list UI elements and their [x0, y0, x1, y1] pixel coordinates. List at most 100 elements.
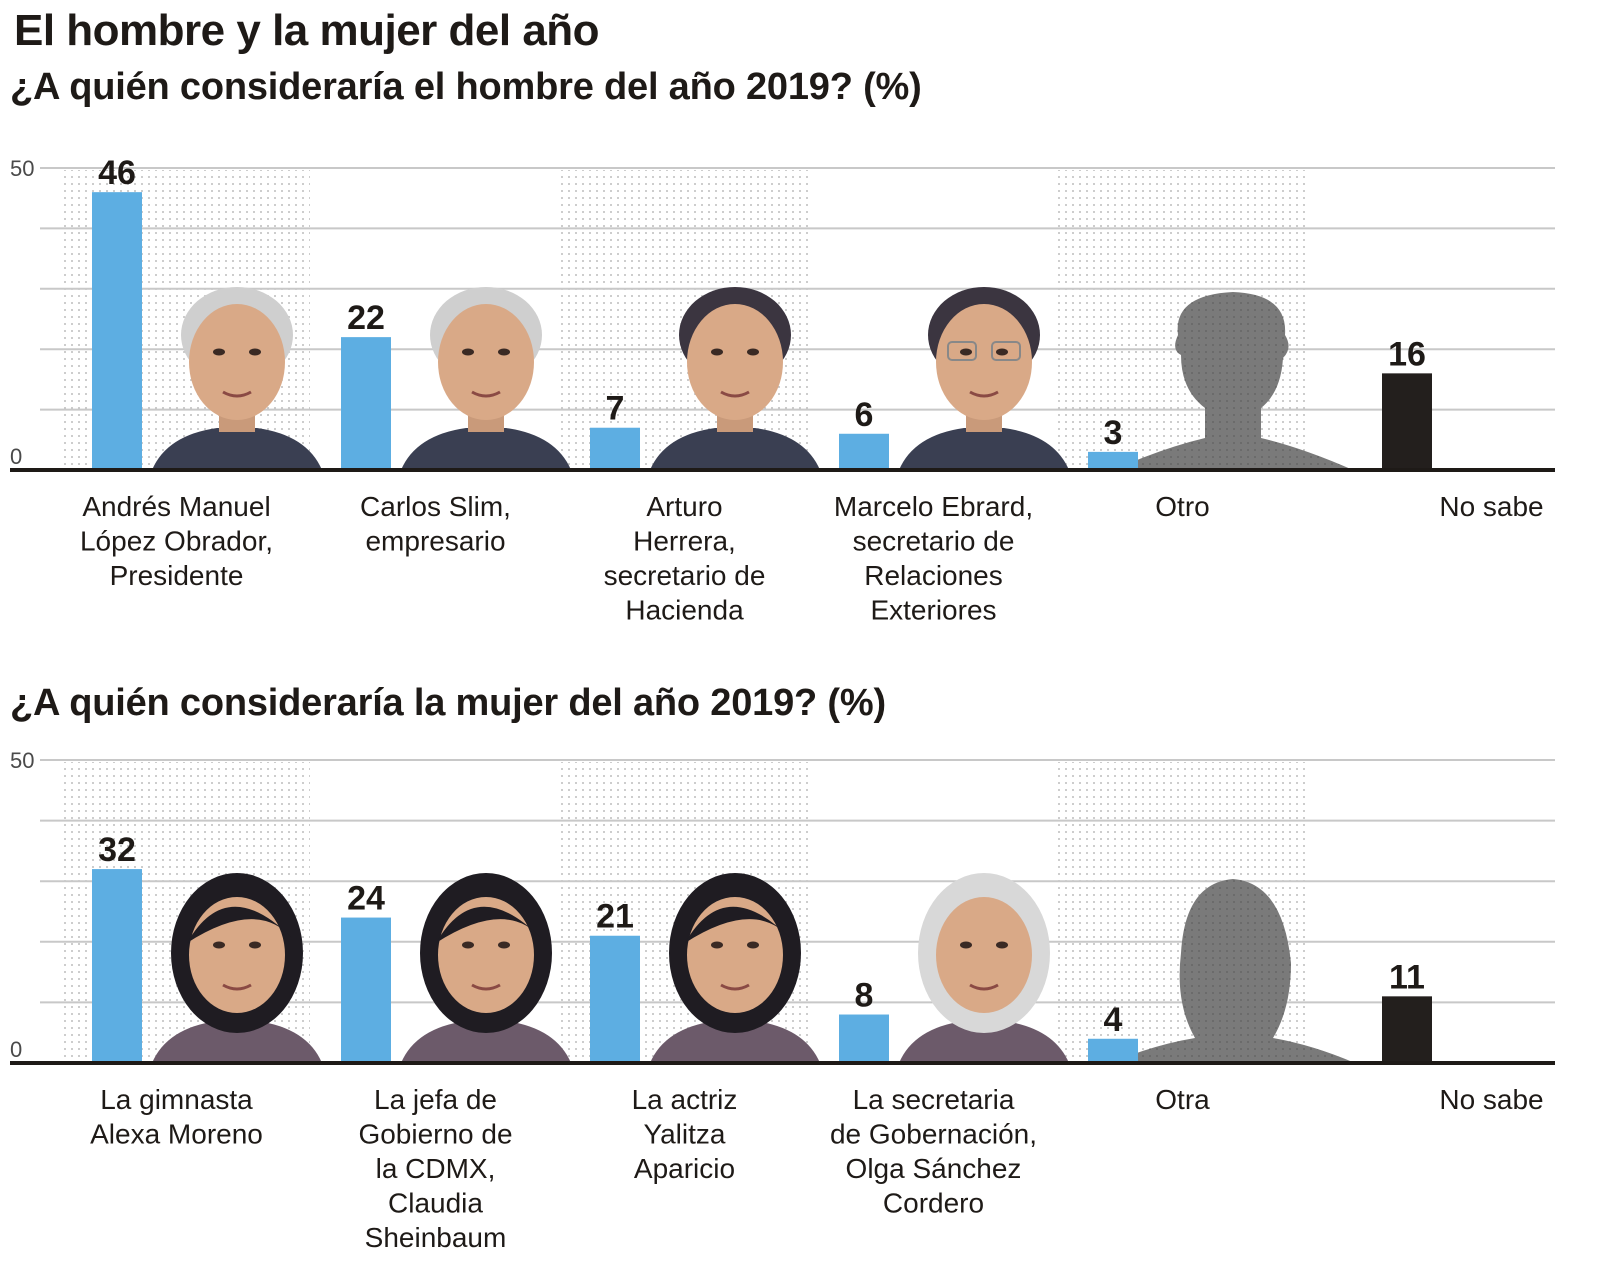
bar: [92, 869, 142, 1063]
photo-mouth: [222, 390, 252, 398]
person-photo: [899, 287, 1069, 470]
photo-face: [189, 304, 285, 420]
category-label-line: de Gobernación,: [830, 1119, 1037, 1150]
value-label: 16: [1388, 335, 1426, 373]
photo-mouth: [471, 390, 501, 398]
bar: [590, 427, 640, 470]
value-label: 6: [855, 396, 874, 434]
person-photo: [650, 873, 820, 1063]
photo-eye: [960, 348, 972, 356]
y-tick-label: 50: [10, 748, 34, 773]
photo-glasses: [991, 341, 1021, 361]
main-title: El hombre y la mujer del año: [14, 6, 600, 55]
y-tick-label: 50: [10, 156, 34, 181]
category-label-line: Sheinbaum: [365, 1222, 507, 1253]
photo-eye: [213, 941, 225, 949]
bar: [341, 917, 391, 1063]
photo-shoulders: [650, 1021, 820, 1063]
value-label: 32: [98, 831, 136, 869]
category-label: Arturo Herrera, secretario de Hacienda: [604, 491, 766, 626]
category-label-line: Hacienda: [625, 595, 744, 626]
photo-eye: [213, 348, 225, 356]
value-label: 22: [347, 299, 385, 337]
photo-shoulders: [401, 428, 571, 470]
value-label: 8: [855, 977, 874, 1015]
category-label-line: La jefa de: [374, 1084, 497, 1115]
bar: [839, 1014, 889, 1063]
photo-bangs: [436, 906, 541, 943]
photo-mouth: [969, 983, 999, 991]
category-label-line: La actriz: [632, 1084, 738, 1115]
photo-shoulders: [152, 1021, 322, 1063]
person-silhouette-icon: [1111, 879, 1355, 1063]
person-silhouette-icon: [1113, 292, 1353, 470]
bar: [1088, 1038, 1138, 1063]
photo-bangs: [187, 906, 292, 943]
bar-no-sabe: [1382, 373, 1432, 470]
category-label-line: Otra: [1155, 1084, 1210, 1115]
category-label-line: La secretaria: [853, 1084, 1015, 1115]
value-label: 7: [606, 390, 625, 428]
value-label: 11: [1389, 958, 1425, 996]
category-label: La secretaria de Gobernación, Olga Sánchez…: [830, 1084, 1037, 1219]
photo-eye: [498, 348, 510, 356]
photo-eye: [711, 348, 723, 356]
category-label-line: secretario de: [853, 526, 1015, 557]
category-label-line: No sabe: [1439, 491, 1543, 522]
photo-eye: [498, 941, 510, 949]
photo-eye: [996, 348, 1008, 356]
category-label-line: Marcelo Ebrard,: [834, 491, 1033, 522]
bar: [92, 192, 142, 470]
photo-shoulders: [650, 428, 820, 470]
category-label-line: Arturo: [646, 491, 722, 522]
bar: [839, 433, 889, 470]
category-label: Marcelo Ebrard, secretario de Relaciones Ex…: [834, 491, 1033, 626]
photo-face: [936, 897, 1032, 1013]
category-label-line: Cordero: [883, 1188, 984, 1219]
bar: [1088, 451, 1138, 470]
photo-shoulders: [152, 428, 322, 470]
photo-eye: [960, 941, 972, 949]
category-label-line: Olga Sánchez: [846, 1153, 1022, 1184]
chart-title-men: ¿A quién consideraría el hombre del año …: [10, 66, 922, 108]
person-photo: [401, 873, 571, 1063]
category-label: Andrés Manuel López Obrador, Presidente: [80, 491, 273, 591]
person-photo: [152, 873, 322, 1063]
category-label-line: Herrera,: [633, 526, 736, 557]
photo-bangs: [685, 906, 790, 943]
bar-no-sabe: [1382, 996, 1432, 1063]
person-photo: [899, 873, 1069, 1063]
category-label-line: Carlos Slim,: [360, 491, 511, 522]
category-label: Carlos Slim, empresario: [360, 491, 511, 557]
bar: [341, 337, 391, 470]
photo-shoulders: [401, 1021, 571, 1063]
photo-face: [687, 304, 783, 420]
category-label-line: Gobierno de: [358, 1119, 512, 1150]
category-label-line: Claudia: [388, 1188, 483, 1219]
photo-mouth: [720, 983, 750, 991]
photo-eye: [462, 348, 474, 356]
photo-mouth: [222, 983, 252, 991]
person-photo: [401, 287, 571, 470]
photo-mouth: [720, 390, 750, 398]
category-label: No sabe: [1439, 491, 1543, 522]
photo-eye: [249, 941, 261, 949]
photo-eye: [996, 941, 1008, 949]
bar: [590, 935, 640, 1063]
photo-glasses: [947, 341, 977, 361]
y-tick-label: 0: [10, 1037, 22, 1062]
photo-face: [438, 304, 534, 420]
photo-eye: [462, 941, 474, 949]
category-label: La actriz Yalitza Aparicio: [632, 1084, 738, 1184]
category-label: La jefa de Gobierno de la CDMX, Claudia Shei…: [358, 1084, 512, 1253]
value-label: 24: [347, 880, 385, 918]
person-photo: [152, 287, 322, 470]
category-label-line: Relaciones: [864, 560, 1003, 591]
photo-mouth: [969, 390, 999, 398]
photo-eye: [249, 348, 261, 356]
category-label: Otro: [1155, 491, 1209, 522]
category-label-line: Aparicio: [634, 1153, 735, 1184]
photo-shoulders: [899, 1021, 1069, 1063]
photo-eye: [711, 941, 723, 949]
value-label: 4: [1104, 1001, 1123, 1039]
